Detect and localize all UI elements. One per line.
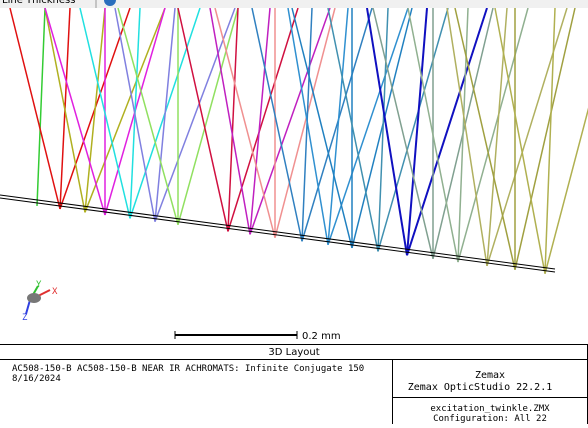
axis-triad: X Y Z — [22, 280, 58, 323]
ray — [177, 7, 239, 225]
ray — [44, 7, 106, 216]
description: AC508-150-B AC508-150-B NEAR IR ACHROMAT… — [12, 364, 364, 374]
ray — [227, 7, 299, 232]
help-icon[interactable] — [104, 0, 116, 6]
ray — [544, 7, 556, 274]
ray — [209, 7, 251, 235]
scale-bar: 0.2 mm — [174, 331, 341, 342]
ray — [287, 7, 329, 245]
axis-label: X — [52, 287, 58, 297]
ray — [377, 7, 389, 252]
ray — [251, 7, 303, 242]
ray — [327, 7, 349, 245]
rays — [9, 7, 588, 274]
ray — [407, 7, 459, 263]
ray — [457, 7, 529, 263]
ray — [494, 7, 546, 274]
ray — [154, 7, 176, 222]
ray — [454, 7, 516, 270]
ray — [84, 7, 106, 213]
ray — [514, 7, 576, 270]
company: Zemax — [475, 370, 505, 381]
ray — [291, 7, 353, 249]
date: 8/16/2024 — [12, 374, 61, 384]
ray — [9, 7, 61, 210]
ray — [44, 7, 86, 213]
ray — [301, 7, 373, 242]
surface-line — [0, 194, 556, 270]
ray — [327, 7, 379, 252]
ray — [36, 7, 46, 206]
ray — [457, 7, 469, 263]
ray — [227, 7, 239, 232]
ray — [446, 7, 488, 267]
file-name: excitation_twinkle.ZMX — [430, 404, 550, 414]
ray — [177, 7, 229, 232]
ray — [249, 7, 331, 235]
ray — [544, 107, 588, 274]
scale-label: 0.2 mm — [302, 331, 341, 342]
configuration: Configuration: All 22 — [433, 414, 547, 424]
ray — [79, 7, 131, 219]
triad-body — [27, 293, 41, 303]
ray — [372, 7, 434, 259]
ray — [84, 7, 166, 213]
ray — [351, 7, 413, 249]
axis-label: Y — [36, 280, 42, 290]
axis-label: Z — [22, 313, 28, 323]
z-axis — [25, 299, 31, 315]
ray — [406, 7, 428, 256]
ray — [274, 7, 336, 238]
ray — [366, 7, 408, 256]
toolbar — [0, 0, 588, 8]
ray — [117, 7, 179, 225]
ray — [406, 7, 488, 256]
toolbar-label: Line Thickness — [2, 0, 75, 6]
ray — [249, 7, 271, 235]
ray — [377, 7, 449, 252]
ray — [214, 7, 276, 238]
surface-line — [0, 197, 556, 273]
ray — [154, 7, 236, 222]
product: Zemax OpticStudio 22.2.1 — [408, 382, 553, 393]
window-title: 3D Layout — [268, 347, 319, 358]
ray — [114, 7, 156, 222]
